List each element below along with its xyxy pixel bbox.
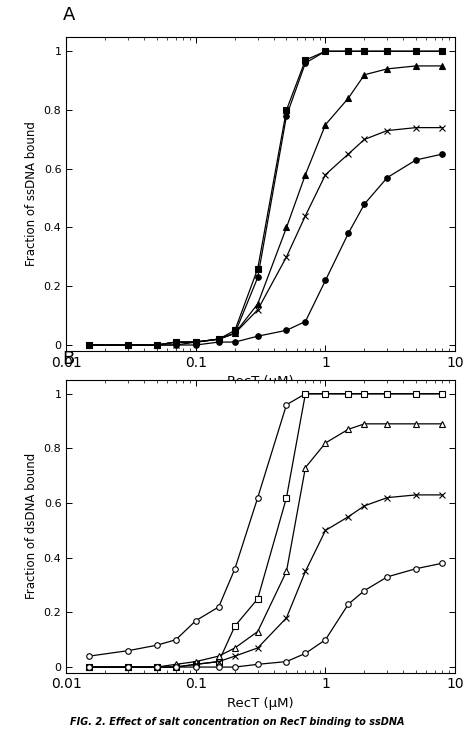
Y-axis label: Fraction of ssDNA bound: Fraction of ssDNA bound [25,121,38,266]
Text: A: A [63,6,75,24]
Y-axis label: Fraction of dsDNA bound: Fraction of dsDNA bound [25,453,38,599]
X-axis label: RecT (μM): RecT (μM) [228,375,294,388]
Text: FIG. 2. Effect of salt concentration on RecT binding to ssDNA: FIG. 2. Effect of salt concentration on … [70,717,404,727]
Text: B: B [63,350,75,368]
X-axis label: RecT (μM): RecT (μM) [228,697,294,710]
